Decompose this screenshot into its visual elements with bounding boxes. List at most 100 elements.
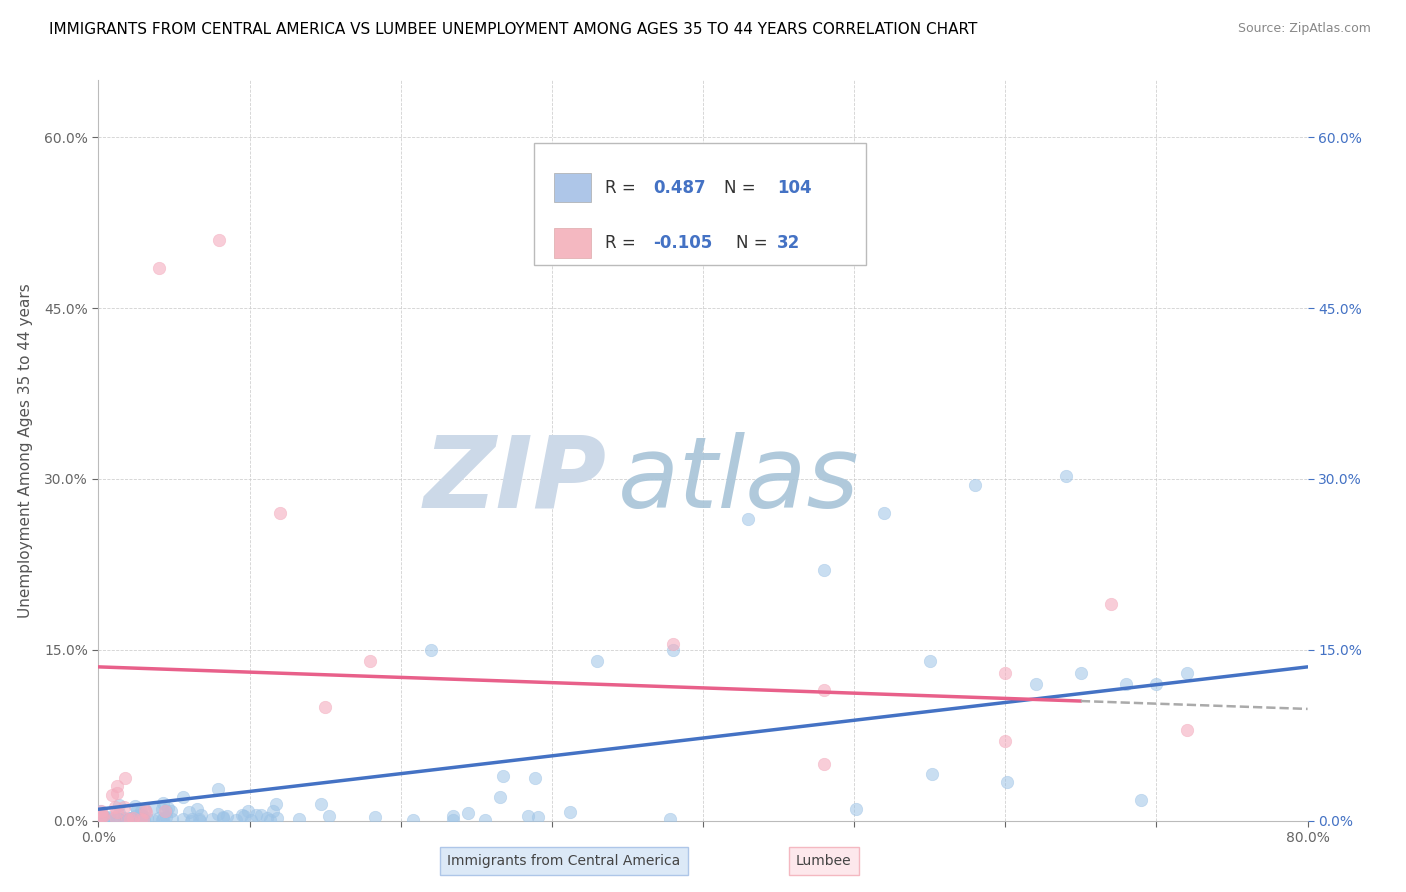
Point [207,781,229,796]
Point [108,806,131,821]
Point [155,810,177,824]
Point [813,756,835,771]
Point [420,642,443,657]
Point [492,769,515,783]
Text: 32: 32 [776,235,800,252]
Point [212,811,235,825]
Point [180,814,202,828]
Text: IMMIGRANTS FROM CENTRAL AMERICA VS LUMBEE UNEMPLOYMENT AMONG AGES 35 TO 44 YEARS: IMMIGRANTS FROM CENTRAL AMERICA VS LUMBE… [49,22,977,37]
Point [104,800,127,814]
Point [661,642,683,657]
Point [91,809,114,823]
Point [105,810,128,824]
Point [269,506,291,520]
Point [89,804,111,818]
Point [737,512,759,526]
Text: R =: R = [605,235,641,252]
Point [91,811,114,825]
Point [201,812,224,826]
Point [125,803,148,817]
Point [441,814,464,828]
Point [134,803,156,817]
Point [231,808,253,822]
Point [150,802,173,816]
Point [661,637,683,651]
Point [89,813,111,827]
Text: Immigrants from Central America: Immigrants from Central America [447,855,681,868]
Point [155,804,177,818]
Point [132,814,155,828]
Point [1175,665,1198,680]
Point [157,801,180,815]
Point [150,813,173,827]
Point [212,810,235,824]
Point [118,812,141,826]
Point [318,809,340,823]
Point [181,813,204,827]
Text: Lumbee: Lumbee [796,855,852,868]
Point [153,804,176,818]
Text: Source: ZipAtlas.com: Source: ZipAtlas.com [1237,22,1371,36]
Point [264,797,287,811]
Point [124,809,146,823]
Point [132,814,155,828]
Point [1115,677,1137,691]
Point [813,563,835,577]
Point [1024,677,1046,691]
Text: -0.105: -0.105 [654,235,713,252]
Point [994,734,1017,748]
Point [120,811,142,825]
Point [112,811,135,825]
Point [118,812,141,826]
Point [177,805,200,820]
Point [287,812,309,826]
Text: N =: N = [735,235,772,252]
Point [266,812,288,826]
Point [152,812,174,826]
FancyBboxPatch shape [554,173,591,202]
Point [89,809,111,823]
Point [558,805,581,819]
Point [364,810,387,824]
Point [129,804,152,818]
Point [112,800,135,814]
Point [233,808,256,822]
Point [188,814,211,828]
Point [105,805,128,820]
Point [107,779,129,793]
Point [114,772,136,786]
Point [135,811,157,825]
Point [813,682,835,697]
Point [236,805,259,819]
FancyBboxPatch shape [554,228,591,258]
Point [129,807,152,822]
Point [118,813,141,827]
Text: 0.487: 0.487 [654,178,706,196]
Point [122,811,145,825]
Point [105,786,128,800]
Point [100,788,122,802]
Point [117,812,139,826]
Point [314,699,336,714]
Point [994,665,1017,680]
Point [152,796,174,810]
Point [658,812,681,826]
Text: R =: R = [605,178,641,196]
Point [918,654,941,668]
Point [98,810,121,824]
Point [148,261,170,276]
Point [965,477,987,491]
Point [474,814,496,828]
Point [90,807,112,822]
Point [186,801,208,815]
Point [517,809,540,823]
Point [457,806,479,821]
Point [142,813,165,827]
Text: 104: 104 [776,178,811,196]
Point [208,233,231,247]
Text: N =: N = [724,178,761,196]
Point [190,808,212,822]
Point [245,807,267,822]
Point [845,802,868,816]
Point [225,813,247,827]
